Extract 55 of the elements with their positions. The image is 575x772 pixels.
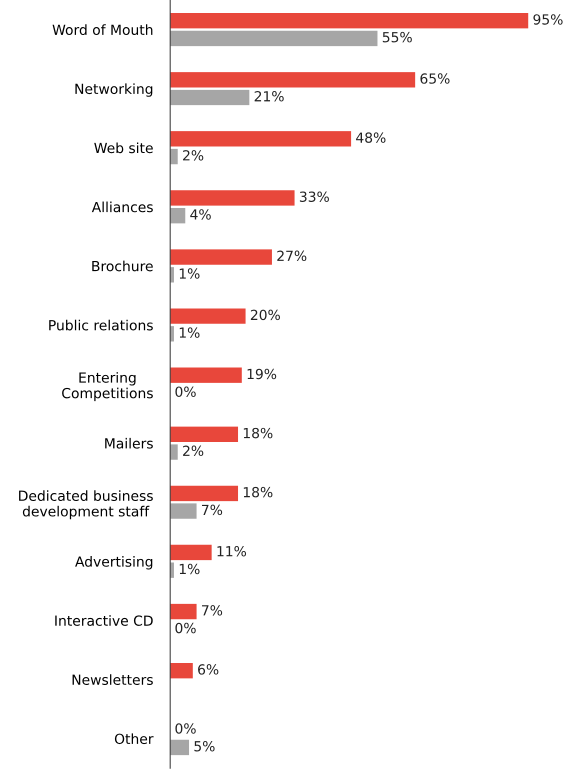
y-tick-label: Brochure — [92, 260, 153, 272]
data-label: 33% — [300, 191, 329, 202]
data-label: 0% — [175, 723, 196, 734]
bar — [170, 426, 238, 442]
y-tick-label: Public relations — [49, 320, 153, 330]
data-label: 21% — [254, 91, 284, 102]
y-tick-label: Mailers — [105, 438, 153, 449]
data-label: 5% — [194, 740, 215, 752]
y-tick-label: Dedicated business development staff — [19, 490, 153, 520]
data-label: 1% — [180, 564, 200, 574]
bar — [170, 503, 197, 519]
bar — [170, 604, 197, 620]
y-tick-label: Web site — [94, 142, 153, 154]
bar — [170, 13, 528, 28]
bar — [170, 208, 186, 224]
data-label: 0% — [175, 622, 196, 634]
data-label: 18% — [244, 486, 272, 498]
data-label: 7% — [202, 504, 222, 516]
bar — [170, 30, 378, 46]
bar — [170, 90, 250, 106]
data-label: 55% — [382, 32, 412, 42]
bar — [170, 662, 193, 678]
bar — [170, 544, 212, 560]
data-label: 1% — [180, 268, 200, 279]
data-label: 20% — [250, 310, 280, 320]
bar — [170, 740, 190, 756]
data-label: 11% — [217, 546, 246, 556]
data-label: 4% — [190, 209, 211, 220]
data-label: 2% — [183, 446, 204, 456]
data-label: 2% — [183, 150, 204, 161]
bar — [170, 72, 416, 88]
bar — [170, 249, 272, 265]
y-tick-label: Newsletters — [72, 674, 153, 685]
y-tick-label: Networking — [75, 83, 152, 97]
bar — [170, 368, 242, 383]
data-label: 65% — [420, 73, 450, 84]
data-label: 7% — [202, 605, 222, 616]
y-tick-label: Other — [114, 733, 154, 744]
data-label: 1% — [180, 327, 200, 338]
bar — [170, 190, 295, 206]
data-label: 27% — [277, 250, 306, 262]
bar — [170, 308, 246, 324]
data-label: 6% — [198, 664, 218, 675]
y-tick-label: Word of Mouth — [52, 24, 152, 36]
y-tick-label: Alliances — [92, 202, 153, 212]
y-tick-label: Entering Competitions — [62, 372, 153, 402]
data-label: 18% — [244, 428, 272, 438]
data-label: 0% — [175, 386, 196, 397]
bar — [170, 486, 238, 502]
bar — [170, 131, 352, 147]
data-label: 19% — [248, 368, 276, 380]
y-tick-label: Interactive CD — [55, 615, 153, 626]
data-label: 48% — [356, 132, 386, 143]
y-tick-label: Advertising — [75, 556, 152, 570]
data-label: 95% — [533, 14, 563, 25]
